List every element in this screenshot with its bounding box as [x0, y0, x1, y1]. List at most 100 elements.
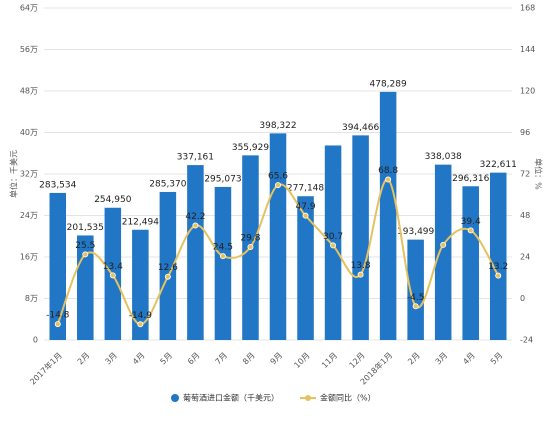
bar-value-label: 398,322 [259, 121, 296, 131]
legend-label: 葡萄酒进口金额（千美元） [183, 393, 279, 403]
bar-value-label: 212,494 [122, 217, 159, 227]
bar-value-label: 277,148 [287, 184, 324, 194]
line-value-label: 29.8 [240, 233, 260, 243]
line-value-label: 30.7 [323, 232, 343, 242]
bar [132, 229, 149, 340]
bar-value-label: 478,289 [370, 79, 407, 89]
y2-tick-label: -24 [520, 336, 533, 345]
bar-value-label: 254,950 [94, 195, 131, 205]
bar-value-label: 394,466 [342, 123, 379, 133]
y2-tick-label: 120 [520, 87, 535, 96]
line-value-label: 24.5 [213, 243, 233, 253]
line-value-label: 13.2 [488, 262, 508, 272]
line-value-label: 68.8 [378, 166, 398, 176]
x-tick-label: 10月 [292, 351, 311, 370]
y-tick-label: 16万 [20, 253, 38, 262]
y2-tick-label: 48 [520, 211, 530, 220]
y2-tick-label: 168 [520, 4, 535, 13]
line-value-label: -14.8 [46, 311, 70, 321]
line-point [412, 303, 419, 310]
y2-tick-label: 96 [520, 128, 530, 137]
bar-value-label: 355,929 [232, 143, 269, 153]
bar-value-label: 338,038 [425, 152, 462, 162]
y2-tick-label: 24 [520, 253, 530, 262]
bar-value-label: 322,611 [480, 160, 517, 170]
line [56, 178, 500, 326]
bar [434, 164, 452, 340]
line-point [302, 212, 309, 219]
line-value-label: 13.4 [103, 262, 123, 272]
line-point [192, 222, 199, 229]
bar [489, 172, 507, 340]
x-tick-label: 4月 [461, 351, 477, 367]
line-point [274, 182, 281, 189]
bar [77, 235, 94, 340]
x-tick-label: 4月 [131, 351, 147, 367]
x-tick-label: 3月 [434, 351, 450, 367]
bar-value-label: 296,316 [452, 174, 489, 184]
line-value-label: 42.2 [185, 212, 205, 222]
legend-marker [305, 395, 311, 401]
bar [379, 91, 397, 341]
line-point [219, 253, 226, 260]
bar [407, 239, 424, 340]
x-tick-label: 5月 [489, 351, 505, 367]
line-value-label: 65.6 [268, 172, 288, 182]
y-tick-label: 24万 [20, 211, 38, 220]
line-value-label: 13.8 [351, 261, 371, 271]
line-point [247, 243, 254, 250]
y-tick-label: 0 [33, 336, 38, 345]
bar [187, 165, 204, 340]
bar-value-label: 295,073 [204, 174, 241, 184]
line-value-label: 39.4 [461, 217, 481, 227]
x-tick-label: 2017年1月 [28, 350, 64, 386]
line-point [164, 273, 171, 280]
bar [269, 133, 287, 340]
line-value-label: 47.9 [296, 202, 316, 212]
legend-label: 金额同比（%） [320, 393, 376, 403]
line-point [82, 251, 89, 258]
y-tick-label: 32万 [20, 170, 38, 179]
x-tick-label: 9月 [269, 351, 285, 367]
y-axis-label: 单位：千美元 [9, 150, 19, 198]
y-tick-label: 40万 [20, 128, 38, 137]
line-value-label: 25.5 [75, 241, 95, 251]
bar [159, 191, 177, 340]
x-tick-label: 7月 [214, 351, 230, 367]
line-point [467, 227, 474, 234]
bar-value-label: 283,534 [39, 180, 76, 190]
bar-value-label: 337,161 [177, 153, 214, 163]
line-point [109, 272, 116, 279]
bar-value-label: 193,499 [397, 227, 434, 237]
line-point [495, 272, 502, 279]
line-point [54, 321, 61, 328]
x-tick-label: 12月 [348, 351, 367, 370]
y2-tick-label: 0 [520, 294, 525, 303]
line-point [330, 242, 337, 249]
line-value-label: -4.5 [407, 293, 425, 303]
bar [49, 192, 67, 340]
line-value-label: -14.9 [129, 311, 153, 321]
x-tick-label: 5月 [158, 351, 174, 367]
x-tick-label: 6月 [186, 351, 202, 367]
bar [214, 186, 232, 340]
line-value-label: 12.6 [158, 263, 178, 273]
x-tick-label: 2月 [406, 351, 422, 367]
bar-value-label: 285,370 [149, 179, 186, 189]
line-point [385, 176, 392, 183]
x-tick-label: 11月 [320, 351, 339, 370]
bar-value-label: 201,535 [67, 223, 104, 233]
line-point [440, 241, 447, 248]
x-tick-label: 8月 [241, 351, 257, 367]
bar [297, 196, 314, 340]
y-tick-label: 56万 [20, 45, 38, 54]
y-tick-label: 48万 [20, 87, 38, 96]
bar [352, 135, 369, 340]
x-tick-label: 3月 [103, 351, 119, 367]
line-point [137, 321, 144, 328]
y2-tick-label: 72 [520, 170, 530, 179]
y-tick-label: 8万 [25, 294, 38, 303]
y2-tick-label: 144 [520, 45, 535, 54]
bar [462, 186, 479, 340]
